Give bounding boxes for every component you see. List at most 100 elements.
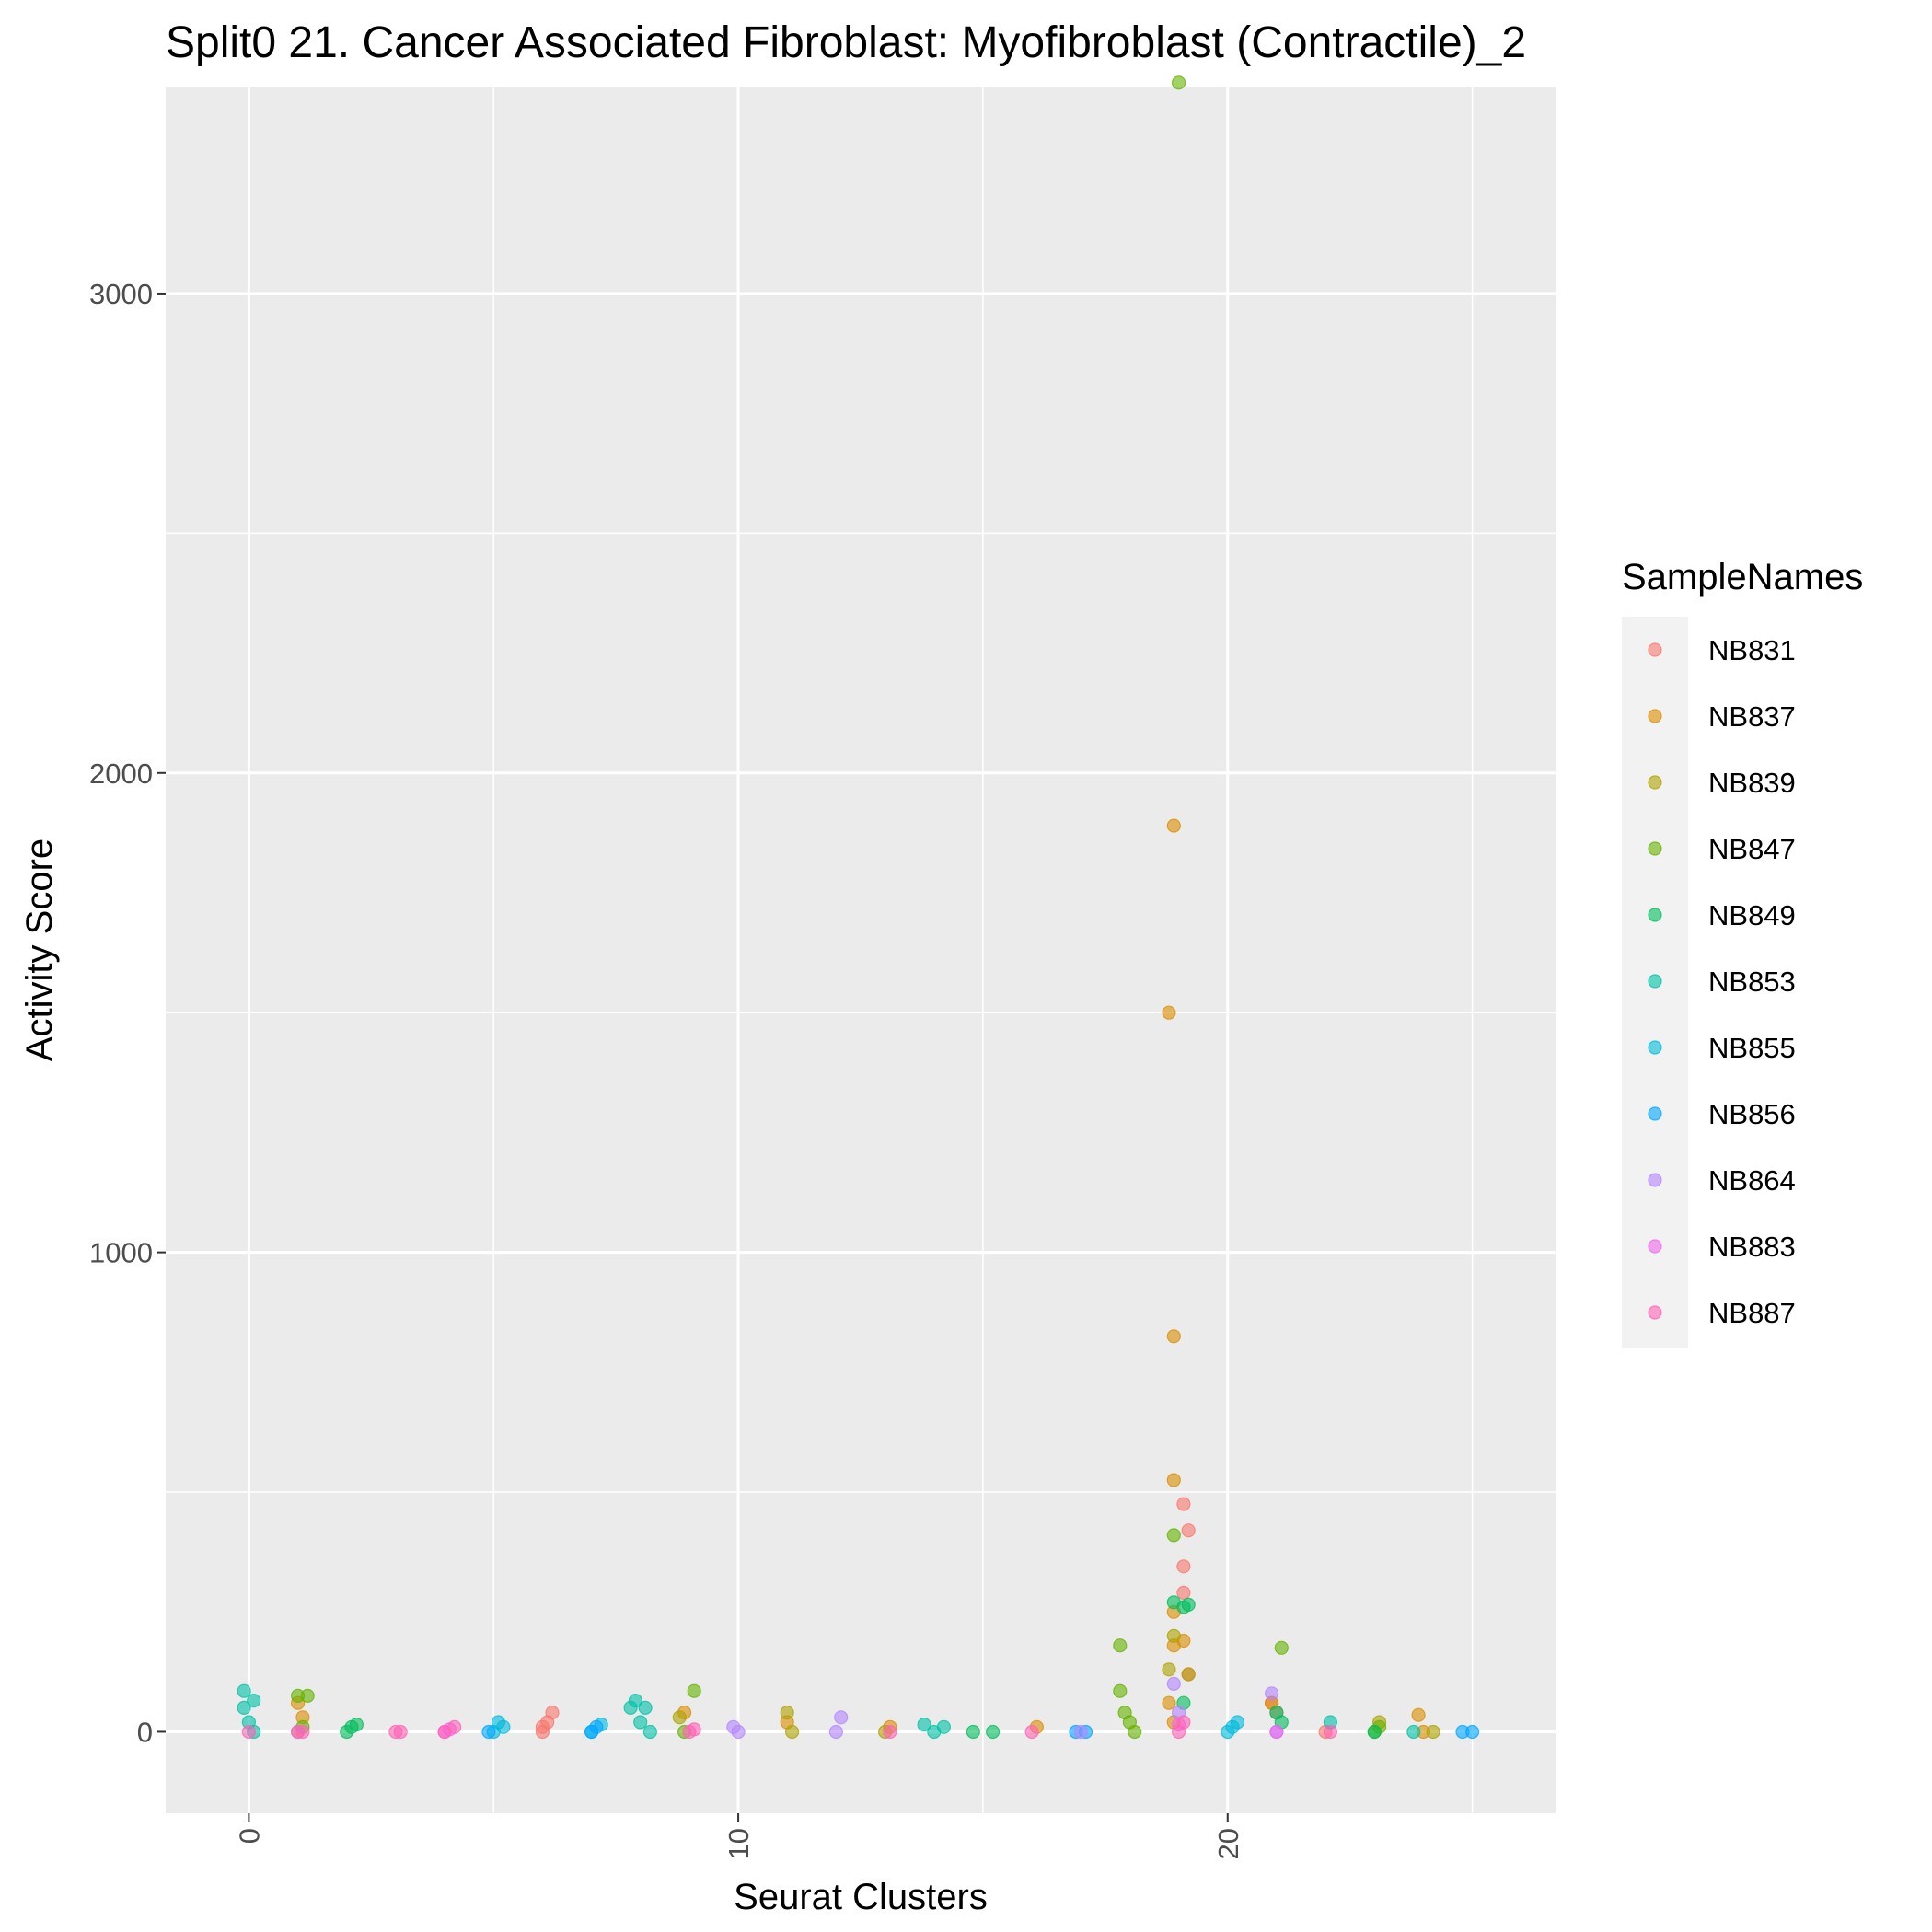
data-point [1264,1686,1279,1701]
data-point [642,1724,658,1740]
data-point [917,1717,931,1732]
data-point [349,1717,364,1732]
data-point [1171,75,1186,90]
data-point [1166,818,1181,833]
legend-label: NB849 [1708,899,1796,931]
data-point [447,1719,462,1734]
chart-title: Split0 21. Cancer Associated Fibroblast:… [166,18,1526,67]
y-axis: 0 1000 2000 3000 [89,278,166,1748]
data-point [1323,1724,1338,1740]
data-point [545,1705,560,1720]
y-tick-label: 1000 [89,1237,153,1269]
x-axis-title: Seurat Clusters [734,1877,988,1917]
data-point [1162,1005,1176,1020]
data-point [237,1683,251,1698]
legend-key [1648,1173,1662,1187]
legend-key [1648,1106,1662,1121]
data-point [1406,1724,1421,1740]
legend-key [1648,775,1662,790]
legend-label: NB883 [1708,1231,1796,1263]
legend-label: NB864 [1708,1164,1796,1197]
data-point [687,1722,701,1737]
data-points [237,75,1480,1740]
data-point [300,1688,315,1704]
data-point [535,1719,550,1734]
data-point [633,1715,648,1730]
data-point [1426,1724,1440,1740]
y-tick-label: 3000 [89,278,153,310]
data-point [295,1724,310,1740]
data-point [1181,1523,1196,1538]
data-point [726,1719,741,1734]
data-point [1176,1585,1191,1601]
legend-label: NB831 [1708,634,1796,666]
legend-key [1648,908,1662,922]
legend-key [1648,974,1662,989]
data-point [687,1683,701,1698]
data-point [1181,1667,1196,1682]
legend-key [1648,1239,1662,1254]
legend-items: NB831 NB837 NB839 NB847 NB849 NB853 NB855 NB856… [1648,634,1796,1329]
data-point [247,1693,261,1708]
data-point [237,1700,251,1716]
data-point [1166,1329,1181,1344]
legend-key [1648,709,1662,723]
data-point [481,1724,496,1740]
data-point [1073,1724,1088,1740]
data-point [1176,1497,1191,1511]
data-point [1166,1528,1181,1543]
data-point [1128,1724,1142,1740]
data-point [828,1724,844,1740]
x-tick-label: 0 [233,1828,265,1844]
data-point [1162,1662,1176,1677]
data-point [834,1710,849,1725]
legend-label: NB853 [1708,966,1796,998]
data-point [491,1715,506,1730]
data-point [1411,1707,1426,1722]
legend-key [1648,841,1662,856]
legend-label: NB855 [1708,1032,1796,1064]
data-point [672,1710,687,1725]
data-point [393,1724,408,1740]
legend-label: NB847 [1708,833,1796,865]
data-point [241,1724,256,1740]
data-point [1176,1715,1191,1730]
legend-label: NB839 [1708,767,1796,799]
legend-key [1648,1040,1662,1055]
data-point [1166,1473,1181,1487]
data-point [623,1700,638,1716]
data-point [1464,1724,1480,1740]
data-point [1166,1628,1181,1643]
legend: SampleNames NB831NB837NB839NB847NB849NB8… [1622,557,1863,1348]
data-point [638,1700,653,1716]
y-axis-title: Activity Score [19,839,60,1061]
x-tick-label: 10 [723,1828,755,1859]
data-point [966,1724,980,1740]
data-point [1024,1724,1039,1740]
data-point [1225,1719,1240,1734]
data-point [1269,1724,1284,1740]
data-point [985,1724,1001,1740]
data-point [780,1705,794,1720]
data-point [784,1724,800,1740]
data-point [1113,1683,1128,1698]
grid-minor [166,87,1556,1813]
y-tick-label: 2000 [89,758,153,790]
data-point [1367,1724,1382,1740]
x-tick-label: 20 [1212,1828,1244,1859]
plot-panel [166,87,1556,1813]
data-point [1166,1676,1181,1692]
data-point [883,1724,897,1740]
legend-label: NB837 [1708,700,1796,733]
legend-key [1648,642,1662,657]
data-point [1274,1640,1289,1655]
data-point [1181,1597,1196,1613]
x-axis: 0 10 20 [233,1813,1244,1859]
legend-key [1648,1305,1662,1320]
data-point [1176,1559,1191,1574]
y-tick-label: 0 [137,1716,153,1748]
data-point [1113,1638,1128,1653]
legend-label: NB856 [1708,1098,1796,1130]
data-point [936,1719,952,1734]
